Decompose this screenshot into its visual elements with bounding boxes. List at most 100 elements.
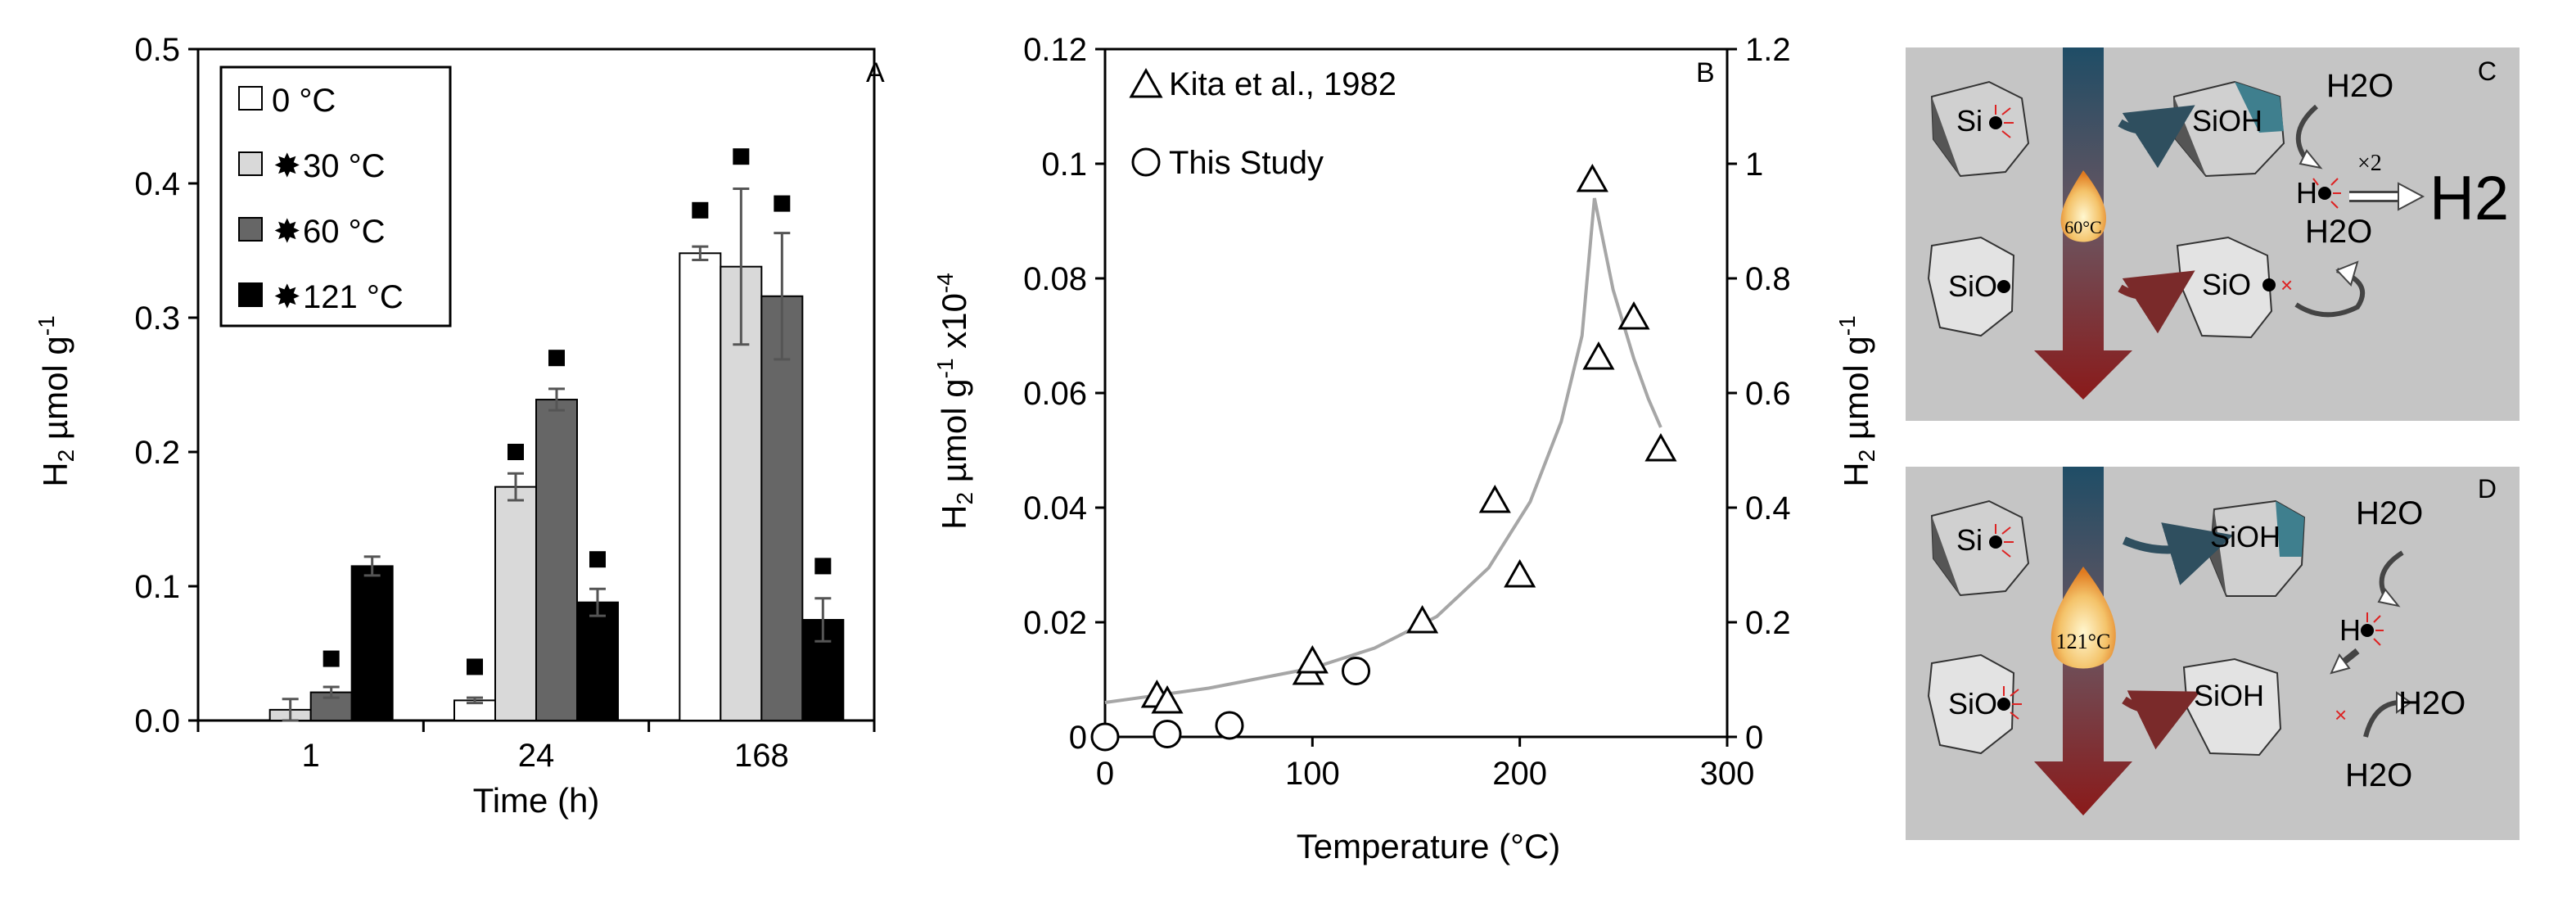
legend-swatch: [238, 217, 263, 242]
panel-a-bar-chart: 0.0 0.1 0.2 0.3 0.4 0.5 1 24 168 A Time (h) H2 µ…: [34, 32, 885, 820]
panel-c-temperature: 60°C: [2064, 217, 2101, 237]
legend-star-icon: ✸: [273, 148, 301, 184]
panel-b-left-y-tick-label: 0.02: [1023, 605, 1087, 641]
panel-d-sio-radical-icon: [2003, 686, 2022, 720]
panel-b-tick-labels: 0 0.02 0.04 0.06 0.08 0.1 0.12 0 0.2 0.4 0.6 0.8 1 1.…: [1023, 32, 1790, 792]
panel-c-water-label-top: H2O: [2326, 68, 2393, 104]
legend-swatch: [238, 86, 263, 111]
panel-a-label: A: [866, 57, 885, 88]
panel-d-water-label-top: H2O: [2356, 495, 2423, 531]
panel-c-h-label: H: [2296, 176, 2317, 210]
legend-entry-label: 121 °C: [303, 279, 404, 315]
panel-b-trend-line: [1104, 197, 1662, 704]
panel-a-significance-marker: [589, 551, 606, 568]
panel-b-legend-entry-label: Kita et al., 1982: [1169, 66, 1396, 102]
panel-b-right-y-tick-label: 0.8: [1745, 261, 1791, 297]
panel-d-sioh-coating: [2276, 501, 2304, 557]
panel-b-left-y-tick-label: 0.1: [1041, 147, 1087, 183]
panel-d-h-arrow-head: [2330, 653, 2351, 675]
panel-c-h2-arrow-head: [2398, 182, 2425, 211]
panel-b-left-y-tick-label: 0: [1069, 720, 1087, 756]
panel-a-significance-marker: [814, 558, 832, 575]
panel-d-water-exchange-arrow-head: [2396, 691, 2412, 714]
panel-b-x-axis-label: Temperature (°C): [1297, 827, 1561, 865]
legend-entry-label: 30 °C: [303, 148, 386, 184]
panel-a-bar: [494, 486, 537, 721]
panel-a-y-tick-label: 0.3: [134, 300, 180, 337]
panel-b-x-tick-label: 100: [1285, 756, 1340, 792]
panel-a-y-tick-label: 0.4: [134, 166, 180, 202]
panel-d-water-label-bottom: H2O: [2345, 757, 2412, 793]
panel-c-water-arrow-head: [2299, 149, 2323, 169]
panel-c-water-label-bottom: H2O: [2305, 214, 2372, 250]
panel-c-sio-grain: [1927, 236, 2015, 337]
panel-d-sio-label: SiO: [1948, 687, 1997, 721]
panel-a-bar: [760, 295, 804, 721]
panel-c-h2-product: H2: [2429, 164, 2509, 233]
panel-a-bar: [679, 252, 722, 721]
panel-d-sio-arrow: [2122, 690, 2201, 750]
panel-b-legend-triangle-icon: [1129, 67, 1163, 98]
panel-a-bar: [535, 399, 578, 721]
panel-a-y-tick-label: 0.2: [134, 435, 180, 471]
panel-d-temperature: 121°C: [2056, 630, 2111, 653]
panel-a-legend: 0 °C✸ 30 °C✸ 60 °C✸ 121 °C: [219, 66, 452, 328]
panel-d-sioh-label-bottom: SiOH: [2194, 679, 2264, 712]
panel-c-si-radical-dot: [1989, 116, 2002, 129]
panel-d-h-radical-icon: [2366, 612, 2384, 646]
panel-c-si-grain-shadow: [1932, 97, 1960, 176]
legend-swatch: [238, 282, 263, 307]
panel-b-right-y-tick-label: 1: [1745, 147, 1763, 183]
legend-star-icon: ✸: [273, 279, 301, 315]
panel-d-water-label-right: H2O: [2398, 685, 2465, 721]
panel-b-kita-point: [1296, 644, 1329, 674]
panel-a-y-axis-label: H2 µmol g-1: [34, 315, 79, 486]
panel-a-significance-marker: [692, 201, 709, 219]
panel-b-left-y-tick-label: 0.12: [1023, 32, 1087, 68]
legend-swatch: [238, 151, 263, 176]
panel-d-sio-grain: [1927, 653, 2015, 755]
panel-b-right-y-tick-label: 0.6: [1745, 376, 1791, 412]
panel-d-flame-icon: [2050, 567, 2116, 669]
panel-c-recycle-arrow: [2294, 268, 2366, 318]
panel-d-blocked-icon: ×: [2335, 702, 2347, 727]
panel-b-kita-point: [1576, 163, 1608, 192]
panel-b-this-study-point: [1090, 722, 1120, 752]
panel-d-si-label: Si: [1956, 523, 1983, 557]
panel-a-significance-markers: [323, 148, 832, 675]
panel-b-x-tick-label: 200: [1492, 756, 1547, 792]
panel-b-kita-point: [1644, 432, 1677, 462]
panel-b-kita-point: [1151, 684, 1184, 714]
panel-b-legend: Kita et al., 1982 This Study: [1129, 66, 1396, 181]
panel-b-left-y-tick-label: 0.06: [1023, 376, 1087, 412]
panel-b-this-study-point: [1153, 720, 1182, 748]
panel-b-this-study-point: [1342, 657, 1371, 685]
panel-d-label: D: [2478, 474, 2497, 504]
panel-c-si-radical-icon: [1995, 105, 2014, 138]
panel-a-x-tick-label: 168: [734, 738, 789, 774]
panel-b-x-tick-label: 0: [1096, 756, 1114, 792]
panel-d-sioh-label-top: SiOH: [2210, 520, 2281, 553]
panel-a-x-tick-label: 24: [518, 738, 555, 774]
panel-c-recycle-arrow-head: [2335, 260, 2359, 287]
panel-c-h-radical-icon: [2312, 178, 2341, 209]
panel-c-oxidation-arrow: [2118, 105, 2195, 169]
panel-a-significance-marker: [467, 658, 483, 675]
panel-a-significance-marker: [774, 195, 791, 212]
panel-d-water-arrow-head: [2377, 588, 2401, 608]
panel-c-label: C: [2478, 56, 2497, 86]
panel-d-water-exchange-arrow: [2363, 700, 2399, 738]
panel-b-right-y-tick-label: 0: [1745, 720, 1763, 756]
panel-d-si-radical-icon: [1995, 524, 2014, 558]
panel-b-x-tick-label: 300: [1700, 756, 1755, 792]
panel-d-schematic: 121°C × D Si SiOH S: [1906, 467, 2520, 840]
panel-b-data-points: [1090, 163, 1677, 752]
legend-star-icon: ✸: [273, 214, 301, 250]
panel-a-tick-labels: 0.0 0.1 0.2 0.3 0.4 0.5 1 24 168: [134, 32, 788, 774]
panel-c-sioh-label: SiOH: [2192, 104, 2262, 138]
panel-b-right-y-tick-label: 0.4: [1745, 490, 1791, 526]
panel-a-bar: [576, 601, 619, 721]
panel-a-x-tick-label: 1: [302, 738, 320, 774]
panel-c-sioh-coating: [2235, 82, 2284, 133]
legend-entry-label: 60 °C: [303, 214, 386, 250]
